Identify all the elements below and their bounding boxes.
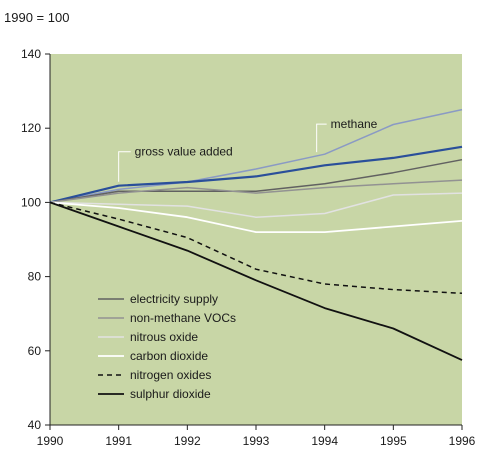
- y-tick-label: 60: [28, 344, 42, 358]
- y-tick-label: 120: [21, 121, 41, 135]
- annotation-gross-value-added: gross value added: [135, 145, 233, 159]
- annotation-methane: methane: [331, 117, 378, 131]
- x-tick-label: 1992: [174, 434, 201, 448]
- x-tick-label: 1994: [311, 434, 338, 448]
- legend-label-electricity-supply: electricity supply: [130, 292, 218, 306]
- series-line-electricity-supply: [49, 158, 463, 204]
- x-tick-label: 1996: [449, 434, 476, 448]
- legend-label-carbon-dioxide: carbon dioxide: [130, 349, 208, 363]
- x-tick-label: 1993: [243, 434, 270, 448]
- x-tick-label: 1995: [380, 434, 407, 448]
- plot-area: [50, 54, 462, 425]
- series-line-methane: [49, 108, 463, 204]
- series-line-nitrogen-oxides: [49, 201, 463, 295]
- annotation-leader-methane: [316, 123, 327, 153]
- series-line-nitrous-oxide: [49, 192, 463, 218]
- y-axis-unit-label: 1990 = 100: [4, 10, 70, 25]
- annotation-leader-gross-value-added: [118, 151, 131, 182]
- x-tick-label: 1990: [37, 434, 64, 448]
- legend-label-sulphur-dioxide: sulphur dioxide: [130, 387, 211, 401]
- y-tick-label: 80: [28, 270, 42, 284]
- series-line-carbon-dioxide: [49, 201, 463, 234]
- y-tick-label: 140: [21, 47, 41, 61]
- y-tick-label: 100: [21, 195, 41, 209]
- series-line-sulphur-dioxide: [49, 201, 463, 361]
- legend-label-non-methane-vocs: non-methane VOCs: [130, 311, 236, 325]
- x-tick-label: 1991: [105, 434, 132, 448]
- legend-label-nitrogen-oxides: nitrogen oxides: [130, 368, 211, 382]
- legend-label-nitrous-oxide: nitrous oxide: [130, 330, 198, 344]
- y-tick-label: 40: [28, 418, 42, 432]
- series-line-gross-value-added: [49, 145, 463, 204]
- series-line-non-methane-vocs: [49, 179, 463, 204]
